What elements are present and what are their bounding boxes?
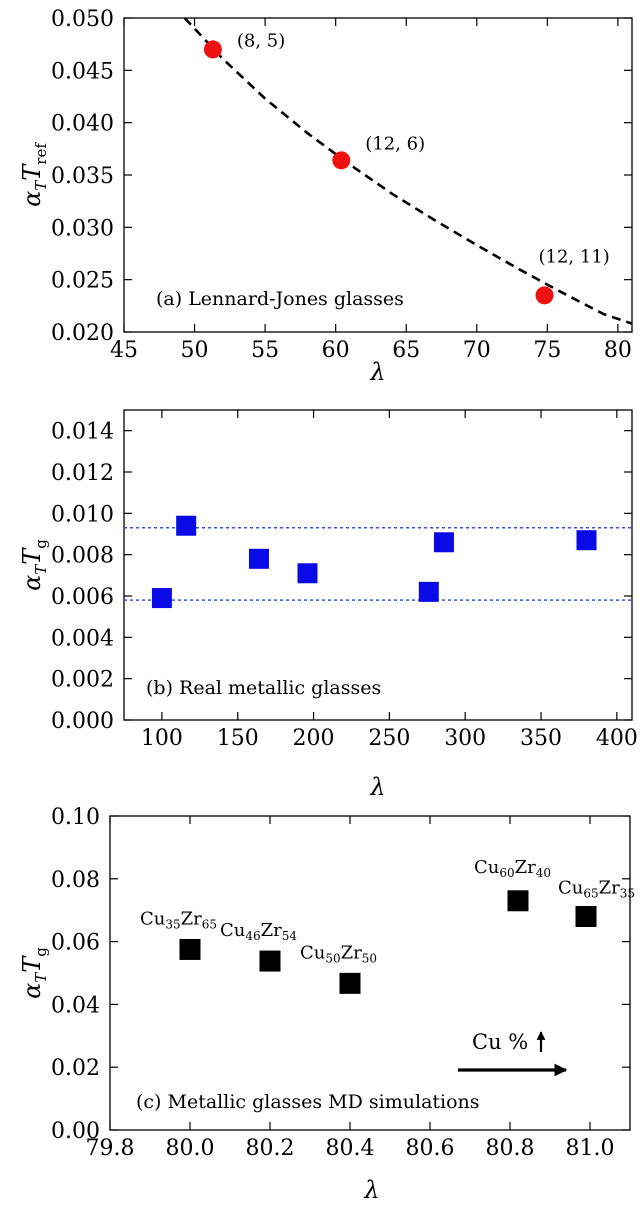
panel-b-label: (b) Real metallic glasses — [146, 677, 381, 699]
y-tick-label: 0.04 — [51, 993, 100, 1018]
fit-curve-line — [183, 17, 633, 325]
x-tick-label: 81.0 — [566, 1136, 615, 1161]
data-point — [535, 286, 554, 305]
y-tick-label: 0.06 — [51, 931, 100, 956]
y-tick-label: 0.010 — [51, 502, 114, 527]
data-point — [332, 151, 351, 170]
panel-b-frame — [123, 409, 633, 721]
y-tick-label: 0.004 — [51, 626, 114, 651]
data-point — [507, 890, 529, 912]
data-point — [248, 548, 269, 569]
data-point-label: (8, 5) — [237, 30, 285, 51]
data-point — [418, 581, 439, 602]
panel-a-lennard-jones: (a) Lennard-Jones glasses λ αTTref 45 50 5… — [18, 7, 633, 386]
x-tick-label: 79.8 — [86, 1136, 135, 1161]
y-tick-label: 0.08 — [51, 868, 100, 893]
x-tick-label: 45 — [110, 338, 138, 363]
panel-a-x-axis-title: λ — [369, 358, 385, 386]
panel-c-y-axis-title: αTTg — [18, 947, 50, 999]
data-point-label: Cu60Zr40 — [474, 857, 551, 880]
y-tick-label: 0.040 — [51, 112, 114, 137]
y-tick-label: 0.02 — [51, 1056, 100, 1081]
panel-c-md-simulations: (c) Metallic glasses MD simulations λ αT… — [18, 805, 635, 1204]
x-tick-label: 350 — [520, 726, 562, 751]
y-tick-label: 0.025 — [51, 269, 114, 294]
data-point-label: Cu65Zr35 — [558, 877, 635, 900]
x-tick-label: 80.4 — [326, 1136, 375, 1161]
cu-percent-annotation: Cu % — [458, 1030, 568, 1077]
x-tick-label: 75 — [533, 338, 561, 363]
y-tick-label: 0.045 — [51, 59, 114, 84]
data-point — [576, 530, 597, 551]
data-point — [179, 938, 201, 960]
panel-c-label: (c) Metallic glasses MD simulations — [136, 1091, 480, 1113]
y-tick-label: 0.012 — [51, 461, 114, 486]
x-tick-label: 70 — [463, 338, 491, 363]
x-tick-label: 50 — [181, 338, 209, 363]
x-tick-label: 200 — [293, 726, 335, 751]
x-tick-label: 80 — [604, 338, 632, 363]
y-tick-label: 0.002 — [51, 668, 114, 693]
y-tick-label: 0.00 — [51, 1119, 100, 1144]
data-point-label: Cu46Zr54 — [220, 920, 297, 943]
x-tick-label: 65 — [392, 338, 420, 363]
x-tick-label: 80.0 — [166, 1136, 215, 1161]
y-tick-label: 0.006 — [51, 585, 114, 610]
panel-b-real-metallic: (b) Real metallic glasses λ αTTg 100 150 2… — [18, 409, 638, 801]
data-point — [151, 588, 172, 609]
data-point — [297, 563, 318, 584]
data-point — [259, 950, 281, 972]
data-point — [433, 532, 454, 553]
y-tick-label: 0.008 — [51, 544, 114, 569]
data-point-label: Cu50Zr50 — [300, 942, 377, 965]
y-tick-label: 0.050 — [51, 7, 114, 32]
x-tick-label: 400 — [596, 726, 638, 751]
data-point — [176, 515, 197, 536]
panel-c-frame — [109, 815, 631, 1131]
y-tick-label: 0.10 — [51, 805, 100, 830]
x-tick-label: 300 — [444, 726, 486, 751]
panel-a-frame — [123, 17, 633, 333]
panel-a-y-axis-title: αTTref — [18, 142, 50, 207]
y-tick-label: 0.000 — [51, 709, 114, 734]
panel-b-y-axis-title: αTTg — [18, 539, 50, 591]
x-tick-label: 80.6 — [406, 1136, 455, 1161]
data-point — [203, 40, 222, 59]
x-tick-label: 250 — [368, 726, 410, 751]
y-tick-label: 0.020 — [51, 321, 114, 346]
data-point — [339, 972, 361, 994]
x-tick-label: 150 — [217, 726, 259, 751]
x-tick-label: 80.8 — [486, 1136, 535, 1161]
panel-c-x-axis-title: λ — [363, 1176, 379, 1204]
data-point — [575, 905, 597, 927]
x-tick-label: 55 — [251, 338, 279, 363]
y-tick-label: 0.035 — [51, 164, 114, 189]
data-point-label: (12, 6) — [365, 133, 425, 154]
x-tick-label: 60 — [322, 338, 350, 363]
data-point-label: Cu35Zr65 — [140, 908, 217, 931]
cu-percent-label: Cu % — [472, 1030, 528, 1054]
y-tick-label: 0.014 — [51, 420, 114, 445]
data-point-label: (12, 11) — [539, 246, 610, 267]
x-tick-label: 100 — [141, 726, 183, 751]
y-tick-label: 0.030 — [51, 216, 114, 241]
panel-b-x-axis-title: λ — [369, 773, 385, 801]
x-tick-label: 80.2 — [246, 1136, 295, 1161]
panel-a-label: (a) Lennard-Jones glasses — [156, 288, 404, 310]
